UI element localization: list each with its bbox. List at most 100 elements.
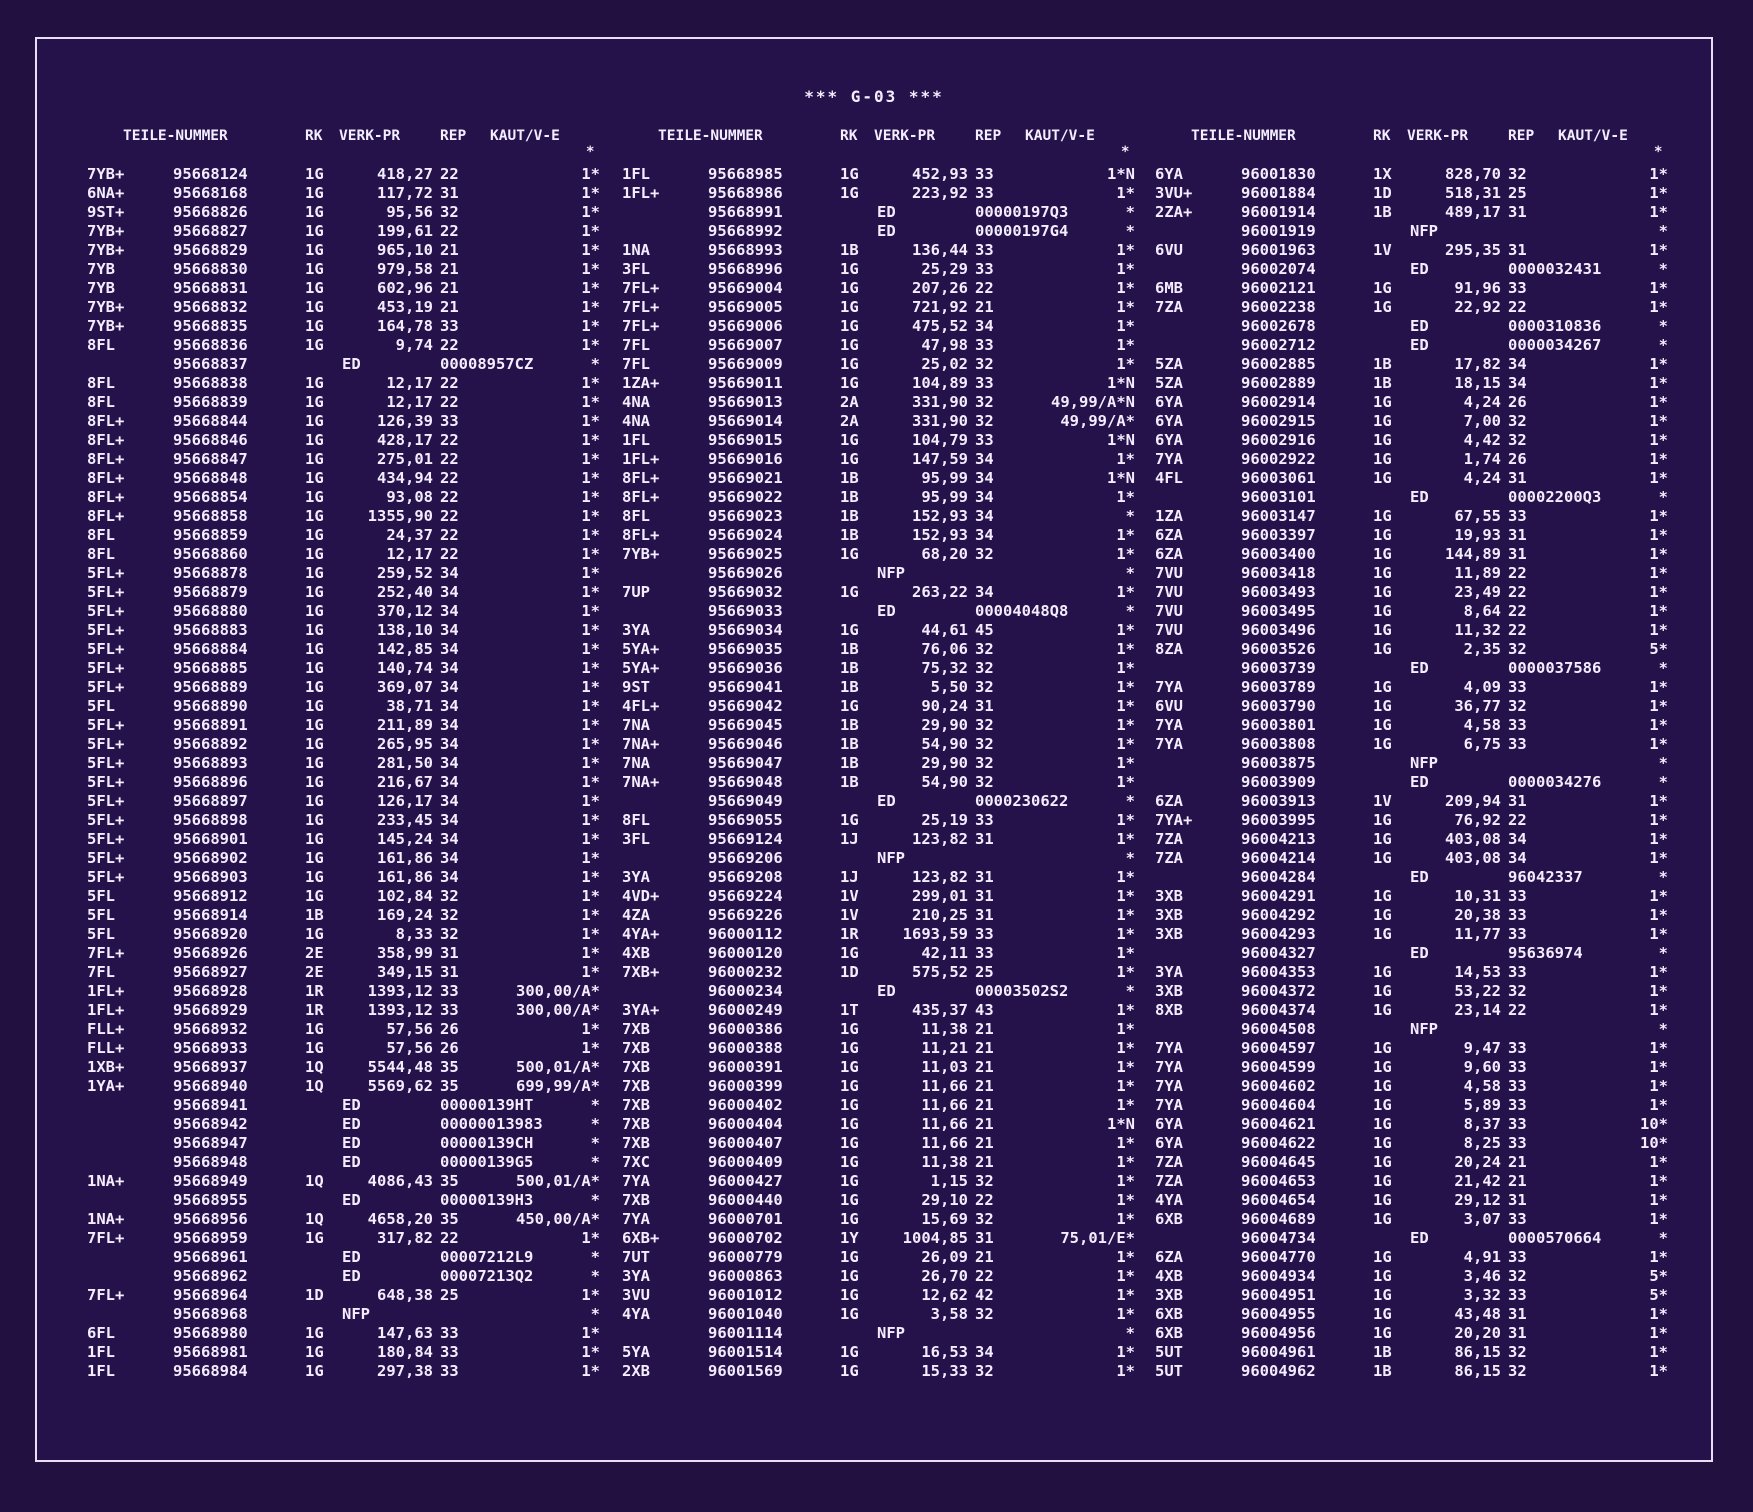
rep-code: 00008957CZ (440, 355, 534, 373)
part-code: 6YA (1155, 1115, 1183, 1133)
part-code: 7YB+ (87, 222, 125, 240)
part-code: 7XB (622, 1039, 650, 1057)
part-number: 95668848 (173, 469, 248, 487)
sales-price: 211,89 (377, 716, 433, 734)
kaut-ve: * (590, 1305, 600, 1323)
sales-price: 147,59 (912, 450, 968, 468)
rep-code: 42 (975, 1286, 994, 1304)
part-code: 3YA (1155, 963, 1183, 981)
rep-code: 33 (1508, 678, 1527, 696)
kaut-ve: * (590, 1267, 600, 1285)
part-number: 96004599 (1241, 1058, 1316, 1076)
kaut-ve: 1* (1116, 545, 1135, 563)
rep-code: 22 (440, 222, 459, 240)
rk-code: 1B (1373, 374, 1392, 392)
kaut-ve: 5* (1649, 1286, 1668, 1304)
sales-price: 3,58 (930, 1305, 968, 1323)
rep-code: 21 (440, 241, 459, 259)
rk-code: 1G (1373, 621, 1392, 639)
rep-code: 21 (975, 1096, 994, 1114)
rep-code: 33 (975, 925, 994, 943)
rk-code: 1G (840, 374, 859, 392)
kaut-ve: 1* (1116, 811, 1135, 829)
part-code: 6YA (1155, 412, 1183, 430)
sales-price: 126,39 (377, 412, 433, 430)
sales-price: 164,78 (377, 317, 433, 335)
part-number: 95668832 (173, 298, 248, 316)
rk-code: 1B (840, 469, 859, 487)
kaut-ve: * (1658, 659, 1668, 677)
part-number: 95669045 (708, 716, 783, 734)
header-verk-pr: VERK-PR (339, 128, 401, 144)
header-rep: REP (440, 128, 467, 144)
sales-price: 370,12 (377, 602, 433, 620)
part-number: 96004327 (1241, 944, 1316, 962)
part-number: 95669035 (708, 640, 783, 658)
part-number: 95669226 (708, 906, 783, 924)
sales-price: 5,50 (930, 678, 968, 696)
rep-code: 0000230622 (975, 792, 1069, 810)
kaut-ve: 1* (1649, 925, 1668, 943)
rep-code: 00002200Q3 (1508, 488, 1602, 506)
part-number: 95669022 (708, 488, 783, 506)
kaut-ve: 1* (581, 925, 600, 943)
kaut-ve: 1* (1649, 545, 1668, 563)
rep-code: 00000197G4 (975, 222, 1069, 240)
part-number: 95669025 (708, 545, 783, 563)
rep-code: 33 (440, 1324, 459, 1342)
sales-price: 210,25 (912, 906, 968, 924)
rep-code: 00007212L9 (440, 1248, 534, 1266)
kaut-ve: 1* (1116, 887, 1135, 905)
part-code: FLL+ (87, 1039, 125, 1057)
sales-price: 161,86 (377, 868, 433, 886)
part-code: 5FL+ (87, 583, 125, 601)
part-number: 96003875 (1241, 754, 1316, 772)
rep-code: 33 (975, 260, 994, 278)
part-code: 5FL+ (87, 811, 125, 829)
rep-code: 33 (440, 1001, 459, 1019)
part-number: 96000391 (708, 1058, 783, 1076)
sales-price: 965,10 (377, 241, 433, 259)
rep-code: 0000032431 (1508, 260, 1602, 278)
rk-code: 1G (1373, 697, 1392, 715)
rep-code: 22 (440, 374, 459, 392)
rep-code: 21 (1508, 1153, 1527, 1171)
rep-code: 31 (440, 944, 459, 962)
part-number: 95669013 (708, 393, 783, 411)
part-code: 7YA (622, 1210, 650, 1228)
sales-price: 18,15 (1454, 374, 1501, 392)
part-number: 95668898 (173, 811, 248, 829)
part-code: 7XB (622, 1096, 650, 1114)
sales-price: 140,74 (377, 659, 433, 677)
rep-code: 34 (440, 735, 459, 753)
rk-code: 1G (840, 1191, 859, 1209)
sales-price: 25,19 (921, 811, 968, 829)
sales-price: 91,96 (1454, 279, 1501, 297)
kaut-ve: 1* (1649, 165, 1668, 183)
sales-price: 75,32 (921, 659, 968, 677)
header-kaut-ve: KAUT/V-E (1558, 128, 1628, 144)
sales-price: 11,66 (921, 1115, 968, 1133)
header-kaut-ve: KAUT/V-E (1025, 128, 1095, 144)
sales-price: 4,58 (1463, 1077, 1501, 1095)
part-number: 96004621 (1241, 1115, 1316, 1133)
rep-code: 33 (1508, 906, 1527, 924)
sales-price: 147,63 (377, 1324, 433, 1342)
part-code: 8FL (622, 507, 650, 525)
rk-code: 1G (840, 697, 859, 715)
sales-price: 169,24 (377, 906, 433, 924)
rep-code: 32 (440, 887, 459, 905)
part-number: 96001040 (708, 1305, 783, 1323)
part-code: 4NA (622, 412, 650, 430)
sales-price: 418,27 (377, 165, 433, 183)
header-rk: RK (840, 128, 858, 144)
rep-code: 33 (1508, 1115, 1527, 1133)
sales-price: 104,89 (912, 374, 968, 392)
part-number: 95668941 (173, 1096, 248, 1114)
rep-code: 34 (1508, 374, 1527, 392)
kaut-ve: * (1658, 754, 1668, 772)
rk-code: 1G (840, 260, 859, 278)
part-number: 96002712 (1241, 336, 1316, 354)
rep-code: 22 (440, 450, 459, 468)
kaut-ve: 1* (1649, 1191, 1668, 1209)
